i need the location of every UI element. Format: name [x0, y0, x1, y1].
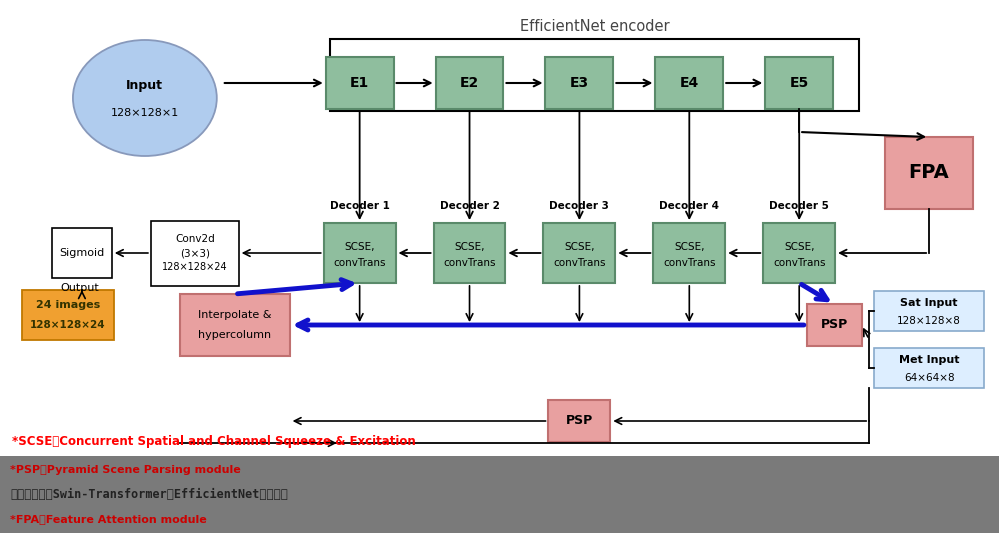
Bar: [324, 223, 396, 283]
Ellipse shape: [73, 40, 217, 156]
Text: E2: E2: [460, 76, 480, 90]
Text: FPA: FPA: [909, 164, 949, 182]
Text: Input: Input: [126, 79, 164, 93]
Bar: [543, 223, 615, 283]
Text: E3: E3: [569, 76, 589, 90]
Text: E4: E4: [679, 76, 699, 90]
Text: convTrans: convTrans: [444, 258, 496, 268]
Bar: [326, 57, 394, 109]
Text: SCSE,: SCSE,: [455, 242, 485, 252]
Text: Decoder 4: Decoder 4: [659, 201, 719, 211]
Text: *PSP：Pyramid Scene Parsing module: *PSP：Pyramid Scene Parsing module: [10, 465, 241, 474]
Text: convTrans: convTrans: [334, 258, 386, 268]
Bar: [765, 57, 833, 109]
Text: 24 images: 24 images: [36, 300, 100, 310]
Bar: [655, 57, 723, 109]
Bar: [548, 400, 610, 442]
Text: SCSE,: SCSE,: [784, 242, 814, 252]
Text: 128×128×8: 128×128×8: [897, 316, 961, 326]
Bar: [180, 294, 290, 356]
Text: Interpolate &: Interpolate &: [198, 310, 272, 320]
Text: Met Input: Met Input: [899, 355, 959, 365]
Text: 64×64×8: 64×64×8: [904, 373, 954, 383]
Text: E5: E5: [789, 76, 809, 90]
Bar: [545, 57, 613, 109]
Text: 【深度学习】Swin-Transformer和EfficientNet对比分析: 【深度学习】Swin-Transformer和EfficientNet对比分析: [10, 488, 288, 501]
Bar: [330, 39, 859, 111]
Bar: [436, 57, 503, 109]
Bar: [52, 228, 112, 278]
Bar: [151, 221, 239, 286]
Text: Sigmoid: Sigmoid: [59, 248, 105, 258]
Bar: [653, 223, 725, 283]
Text: 128×128×1: 128×128×1: [111, 108, 179, 118]
Text: EfficientNet encoder: EfficientNet encoder: [519, 19, 669, 34]
Text: Output: Output: [61, 283, 99, 293]
Text: *SCSE：Concurrent Spatial and Channel Squeeze & Excitation: *SCSE：Concurrent Spatial and Channel Squ…: [12, 434, 416, 448]
Bar: [434, 223, 505, 283]
Text: convTrans: convTrans: [663, 258, 715, 268]
Text: hypercolumn: hypercolumn: [198, 330, 272, 340]
Text: PSP: PSP: [820, 319, 848, 332]
Bar: [874, 291, 984, 331]
Text: SCSE,: SCSE,: [674, 242, 704, 252]
Text: 128×128×24: 128×128×24: [162, 262, 228, 272]
Text: Decoder 3: Decoder 3: [549, 201, 609, 211]
Text: Sat Input: Sat Input: [900, 298, 958, 308]
Bar: [763, 223, 835, 283]
Text: (3×3): (3×3): [180, 248, 210, 258]
Bar: [22, 290, 114, 340]
Bar: [885, 137, 973, 209]
Text: Conv2d: Conv2d: [175, 234, 215, 244]
Text: SCSE,: SCSE,: [564, 242, 594, 252]
Text: *FPA：Feature Attention module: *FPA：Feature Attention module: [10, 514, 207, 524]
Text: Decoder 2: Decoder 2: [440, 201, 500, 211]
Bar: [874, 348, 984, 388]
Text: convTrans: convTrans: [773, 258, 825, 268]
Text: SCSE,: SCSE,: [345, 242, 375, 252]
Text: PSP: PSP: [565, 415, 593, 427]
Text: Decoder 5: Decoder 5: [769, 201, 829, 211]
Bar: [807, 304, 861, 346]
Text: 128×128×24: 128×128×24: [30, 320, 106, 330]
Text: E1: E1: [350, 76, 370, 90]
Text: Decoder 1: Decoder 1: [330, 201, 390, 211]
Text: convTrans: convTrans: [553, 258, 605, 268]
